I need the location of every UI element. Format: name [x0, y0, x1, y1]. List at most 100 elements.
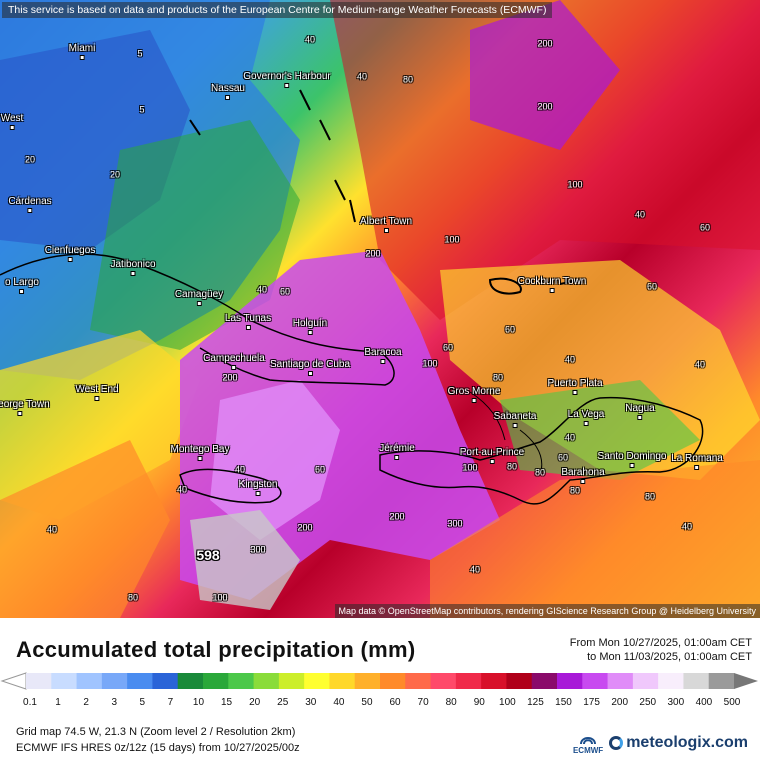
precip-field-orange — [0, 440, 170, 618]
legend-swatch — [582, 673, 609, 689]
turks-caicos — [488, 277, 581, 295]
legend-swatch — [683, 673, 710, 689]
jamaica-coast — [179, 468, 282, 504]
place-label: Montego Bay — [170, 444, 230, 461]
place-marker — [17, 411, 23, 416]
contour-label: 40 — [46, 524, 58, 535]
contour-label: 40 — [634, 209, 646, 220]
meteologix-logo[interactable]: meteologix.com — [609, 734, 748, 752]
contour-label: 60 — [314, 464, 326, 475]
contour-label: 60 — [699, 222, 711, 233]
map-attribution: Map data © OpenStreetMap contributors, r… — [334, 604, 760, 618]
place-label: Nagua — [625, 404, 655, 420]
place-marker — [255, 491, 261, 496]
place-marker — [79, 55, 85, 60]
contour-label: 100 — [567, 179, 583, 190]
legend-swatch — [607, 673, 634, 689]
place-label: Santo Domingo — [598, 452, 666, 468]
legend-swatch — [152, 673, 179, 689]
place-name: Cárdenas — [8, 196, 52, 207]
legend-swatch — [455, 673, 482, 689]
legend-tick: 20 — [249, 697, 261, 708]
precip-field-green-east — [500, 380, 700, 480]
legend-swatch — [632, 673, 659, 689]
place-marker — [245, 325, 251, 330]
precip-field-orange-south — [430, 460, 760, 618]
place-name: West — [0, 113, 24, 124]
place-marker — [130, 271, 136, 276]
legend-swatch — [228, 673, 255, 689]
place-label: Albert Town — [360, 217, 412, 233]
color-legend — [0, 672, 758, 690]
legend-tick: 7 — [167, 697, 174, 708]
legend-swatch — [253, 673, 280, 689]
place-name: Campechuela — [203, 353, 265, 364]
contour-label: 40 — [681, 521, 693, 532]
place-marker — [580, 479, 586, 484]
legend-tick: 125 — [527, 697, 544, 708]
precipitation-map[interactable]: This service is based on data and produc… — [0, 0, 760, 618]
place-marker — [225, 95, 231, 100]
place-name: Jérémie — [379, 443, 415, 454]
legend-tick: 15 — [220, 697, 233, 708]
place-marker — [489, 459, 495, 464]
contour-label: 300 — [447, 518, 463, 529]
place-name: Holguín — [292, 318, 328, 329]
legend-tick: 1 — [55, 697, 61, 708]
precip-field-red — [330, 0, 760, 320]
legend-tick: 175 — [583, 697, 600, 708]
place-marker — [197, 456, 203, 461]
place-name: Gros Morne — [447, 386, 501, 397]
legend-swatch — [405, 673, 432, 689]
place-name: Camagüey — [174, 289, 224, 300]
place-name: Albert Town — [359, 216, 413, 227]
place-label: La Vega — [567, 409, 605, 426]
legend-swatch — [658, 673, 684, 689]
place-marker — [572, 390, 578, 395]
date-from: From Mon 10/27/2025, 01:00am CET — [569, 637, 752, 649]
place-label: Santiago de Cuba — [270, 360, 350, 376]
contour-label: 80 — [506, 461, 518, 472]
contour-label: 100 — [422, 358, 438, 369]
contour-label: 40 — [234, 464, 246, 475]
place-name: Cockburn Town — [517, 276, 587, 287]
map-title: Accumulated total precipitation (mm) — [16, 637, 416, 662]
contour-label: 40 — [694, 359, 706, 370]
legend-swatch — [380, 673, 406, 689]
place-label: Gros Morne — [447, 386, 501, 403]
place-name: Sabaneta — [493, 411, 537, 422]
grid-description: Grid map 74.5 W, 21.3 N (Zoom level 2 / … — [16, 726, 296, 738]
contour-label: 5 — [137, 48, 143, 59]
legend-tick: 50 — [361, 697, 373, 708]
legend-tick: 90 — [473, 697, 485, 708]
place-label: o Largo — [5, 278, 39, 294]
place-name: Montego Bay — [170, 444, 230, 455]
contour-label: 100 — [462, 462, 478, 473]
place-name: La Vega — [567, 409, 605, 420]
legend-tick: 40 — [333, 697, 345, 708]
legend-tick: 10 — [192, 697, 205, 708]
contour-label: 80 — [569, 485, 581, 496]
grid-info: Grid map 74.5 W, 21.3 N (Zoom level 2 / … — [16, 724, 300, 756]
place-label: Cárdenas — [8, 196, 52, 213]
legend-swatch — [354, 673, 381, 689]
legend-swatch — [26, 673, 52, 689]
place-marker — [27, 208, 33, 213]
precip-field-green — [90, 120, 300, 350]
place-label: Las Tunas — [225, 314, 271, 330]
place-marker — [231, 365, 237, 370]
place-label: Governor's Harbour — [243, 72, 331, 88]
legend-swatch — [557, 673, 583, 689]
place-label: Sabaneta — [493, 411, 537, 428]
contour-label: 60 — [646, 281, 658, 292]
date-range: From Mon 10/27/2025, 01:00am CET to Mon … — [570, 636, 752, 664]
contour-label: 80 — [644, 491, 656, 502]
legend-swatch — [304, 673, 330, 689]
contour-label: 60 — [279, 286, 291, 297]
place-marker — [637, 415, 643, 420]
place-name: Miami — [68, 43, 96, 54]
date-to: to Mon 11/03/2025, 01:00am CET — [587, 651, 752, 663]
contour-label: 40 — [356, 71, 368, 82]
place-marker — [629, 463, 635, 468]
place-label: West End — [75, 385, 119, 401]
